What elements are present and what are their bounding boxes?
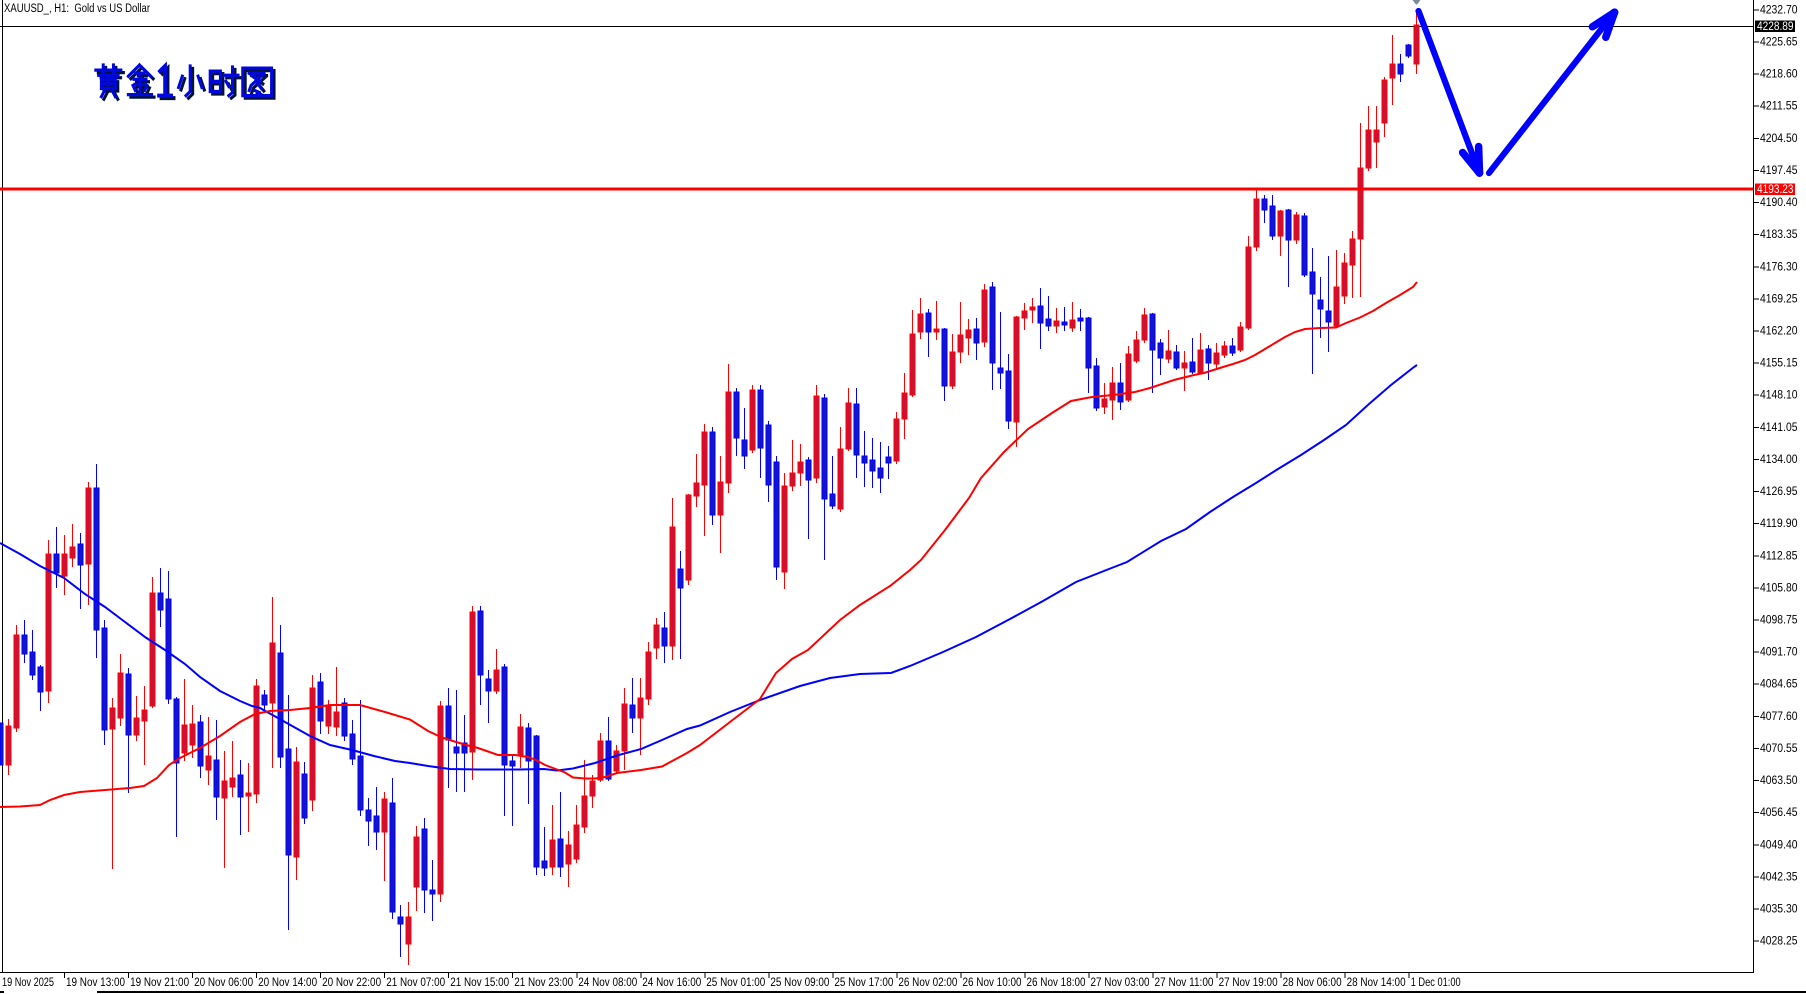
svg-text:4056.45: 4056.45 xyxy=(1760,807,1798,819)
svg-text:28 Nov 14:00: 28 Nov 14:00 xyxy=(1347,977,1406,989)
svg-text:4112.85: 4112.85 xyxy=(1760,550,1798,562)
svg-text:4218.60: 4218.60 xyxy=(1760,69,1798,81)
svg-text:19 Nov 2025: 19 Nov 2025 xyxy=(2,977,54,989)
svg-text:4197.45: 4197.45 xyxy=(1760,165,1798,177)
svg-text:XAUUSD_, H1: Gold vs US Dolla: XAUUSD_, H1: Gold vs US Dollar xyxy=(4,3,150,15)
svg-text:4176.30: 4176.30 xyxy=(1760,261,1798,273)
svg-text:25 Nov 01:00: 25 Nov 01:00 xyxy=(706,977,765,989)
svg-text:4225.65: 4225.65 xyxy=(1760,37,1798,49)
svg-text:26 Nov 02:00: 26 Nov 02:00 xyxy=(898,977,957,989)
svg-text:4162.20: 4162.20 xyxy=(1760,326,1798,338)
svg-text:19 Nov 21:00: 19 Nov 21:00 xyxy=(130,977,189,989)
svg-text:27 Nov 11:00: 27 Nov 11:00 xyxy=(1155,977,1214,989)
svg-text:27 Nov 19:00: 27 Nov 19:00 xyxy=(1219,977,1278,989)
svg-text:4211.55: 4211.55 xyxy=(1760,101,1798,113)
svg-text:4028.25: 4028.25 xyxy=(1760,936,1798,948)
svg-text:4035.30: 4035.30 xyxy=(1760,904,1798,916)
svg-text:21 Nov 07:00: 21 Nov 07:00 xyxy=(386,977,445,989)
svg-text:4232.70: 4232.70 xyxy=(1760,4,1798,16)
svg-text:26 Nov 10:00: 26 Nov 10:00 xyxy=(963,977,1022,989)
svg-text:4169.25: 4169.25 xyxy=(1760,293,1798,305)
svg-text:25 Nov 17:00: 25 Nov 17:00 xyxy=(834,977,893,989)
svg-text:4063.50: 4063.50 xyxy=(1760,775,1798,787)
svg-text:4190.40: 4190.40 xyxy=(1760,197,1798,209)
svg-text:25 Nov 09:00: 25 Nov 09:00 xyxy=(770,977,829,989)
svg-text:4119.90: 4119.90 xyxy=(1760,518,1798,530)
svg-text:4141.05: 4141.05 xyxy=(1760,422,1798,434)
svg-text:20 Nov 14:00: 20 Nov 14:00 xyxy=(258,977,317,989)
svg-text:26 Nov 18:00: 26 Nov 18:00 xyxy=(1027,977,1086,989)
svg-text:19 Nov 13:00: 19 Nov 13:00 xyxy=(66,977,125,989)
svg-text:4105.80: 4105.80 xyxy=(1760,582,1798,594)
svg-text:4042.35: 4042.35 xyxy=(1760,871,1798,883)
svg-text:21 Nov 23:00: 21 Nov 23:00 xyxy=(514,977,573,989)
svg-text:4204.50: 4204.50 xyxy=(1760,133,1798,145)
svg-text:4155.15: 4155.15 xyxy=(1760,358,1798,370)
svg-text:20 Nov 06:00: 20 Nov 06:00 xyxy=(194,977,253,989)
svg-text:21 Nov 15:00: 21 Nov 15:00 xyxy=(450,977,509,989)
svg-text:4148.10: 4148.10 xyxy=(1760,390,1798,402)
svg-text:27 Nov 03:00: 27 Nov 03:00 xyxy=(1091,977,1150,989)
svg-text:4098.75: 4098.75 xyxy=(1760,615,1798,627)
svg-text:4049.40: 4049.40 xyxy=(1760,839,1798,851)
svg-text:4070.55: 4070.55 xyxy=(1760,743,1798,755)
svg-text:4193.23: 4193.23 xyxy=(1757,184,1794,196)
svg-text:4126.95: 4126.95 xyxy=(1760,486,1798,498)
svg-text:4077.60: 4077.60 xyxy=(1760,711,1798,723)
svg-text:4084.65: 4084.65 xyxy=(1760,679,1798,691)
svg-text:4228.89: 4228.89 xyxy=(1757,21,1794,33)
svg-text:24 Nov 08:00: 24 Nov 08:00 xyxy=(578,977,637,989)
svg-text:24 Nov 16:00: 24 Nov 16:00 xyxy=(642,977,701,989)
svg-text:4134.00: 4134.00 xyxy=(1760,454,1798,466)
svg-text:4183.35: 4183.35 xyxy=(1760,229,1798,241)
svg-text:20 Nov 22:00: 20 Nov 22:00 xyxy=(322,977,381,989)
svg-text:1 Dec 01:00: 1 Dec 01:00 xyxy=(1411,977,1461,989)
svg-text:28 Nov 06:00: 28 Nov 06:00 xyxy=(1283,977,1342,989)
svg-text:4091.70: 4091.70 xyxy=(1760,647,1798,659)
